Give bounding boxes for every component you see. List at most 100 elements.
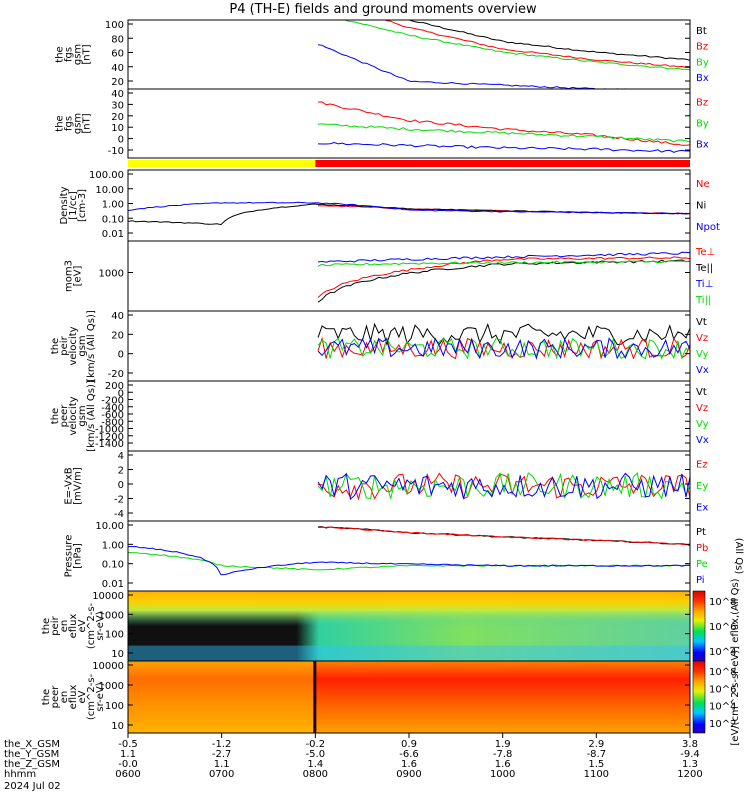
legend-Bt: Bt xyxy=(696,26,707,37)
y-tick-label: 0 xyxy=(118,350,124,361)
legend-Vy: Vy xyxy=(696,349,709,360)
y-axis-label: Pressure xyxy=(64,535,75,578)
panel-4: Te⊥ Te|| Ti⊥ Ti|| 1000 mom3[eV] xyxy=(64,240,715,312)
x-axis-value: 1.4 xyxy=(307,759,323,770)
status-bar-yellow xyxy=(128,160,316,167)
y-tick-label: 20 xyxy=(111,112,124,123)
panel-frame xyxy=(127,19,691,90)
y-axis-label: peer xyxy=(59,404,70,428)
x-axis-value: -6.6 xyxy=(399,749,419,760)
x-axis-value: 1.9 xyxy=(495,739,511,750)
y-tick-label: -1400 xyxy=(95,439,124,450)
panel-10: 10^8 10^6 10^4 10^2 10000 1000 100 10 thepeerene… xyxy=(41,660,736,734)
y-axis-label: the xyxy=(41,618,52,634)
y-axis-label: velocity xyxy=(68,396,79,435)
y-tick-label: -20 xyxy=(108,369,124,380)
legend-Ne: Ne xyxy=(696,179,710,190)
series-line-Bz xyxy=(384,20,690,68)
panel-9: 10^8 10^6 10^4 10000 1000 100 10 thepeireneflux… xyxy=(41,590,736,662)
legend-Pi: Pi xyxy=(696,575,705,586)
y-tick-label: 80 xyxy=(111,34,124,45)
y-tick-label: 0.01 xyxy=(102,579,124,590)
colorbar xyxy=(692,660,706,734)
y-tick-label: 10 xyxy=(111,721,124,732)
y-axis-label: fgs xyxy=(64,116,75,131)
y-tick-label: 40 xyxy=(111,89,124,100)
y-tick-label: 0 xyxy=(118,388,124,399)
x-axis-row-name: hhmm xyxy=(4,769,36,780)
y-axis-label: eflux xyxy=(68,614,79,639)
legend-Vy: Vy xyxy=(696,419,709,430)
y-axis-label: gsm xyxy=(77,405,88,426)
y-axis-label: sr-eV) xyxy=(95,682,106,711)
x-axis-value: 0900 xyxy=(396,769,421,780)
y-tick-label: -2 xyxy=(114,495,124,506)
y-axis-label: gsm xyxy=(73,44,84,65)
x-axis-value: 1000 xyxy=(490,769,515,780)
panel-6: Vt Vz Vy Vx 2000-200-400-600-800-1000-1200-1… xyxy=(50,380,709,452)
legend-Vt: Vt xyxy=(696,317,707,328)
legend-Bx: Bx xyxy=(696,140,709,151)
y-axis-label: (cm^2-s- xyxy=(86,602,97,649)
y-axis-label: fgs xyxy=(64,47,75,62)
panel-frame xyxy=(127,240,691,312)
legend-Bz: Bz xyxy=(696,98,708,109)
y-tick-label: 100 xyxy=(105,20,124,31)
legend-Ey: Ey xyxy=(696,481,708,492)
spectrogram-base xyxy=(128,661,690,733)
y-tick-label: 1.00 xyxy=(102,200,124,211)
panel-3: Ne Ni Npot 100.00 10.00 1.00 0.10 0.01 Density[1… xyxy=(59,169,720,242)
series-line-Te⊥ xyxy=(317,256,690,298)
y-tick-label: 20 xyxy=(111,77,124,88)
x-axis-value: 0800 xyxy=(303,769,328,780)
colorbar-tick-label: 10^4 xyxy=(709,702,736,713)
legend-note: (All Qs) xyxy=(733,538,744,575)
series-line-Vx xyxy=(317,337,690,360)
legend-Ti||: Ti|| xyxy=(695,295,711,306)
status-bar-red xyxy=(315,160,690,167)
x-axis-value: -2.7 xyxy=(212,749,232,760)
y-tick-label: 10.00 xyxy=(95,185,124,196)
y-axis-label: gsm xyxy=(73,113,84,134)
y-axis-label: [nPa] xyxy=(73,543,84,569)
y-tick-label: 100.00 xyxy=(89,170,124,181)
y-tick-label: -1200 xyxy=(95,432,124,443)
colorbar-tick-label: 10^8 xyxy=(709,597,736,608)
y-axis-label: eV xyxy=(77,619,88,632)
legend-Pb: Pb xyxy=(696,543,708,554)
x-axis-value: 1.3 xyxy=(682,759,698,770)
y-tick-label: 200 xyxy=(105,381,124,392)
x-axis-value: 0700 xyxy=(209,769,234,780)
x-axis-row-name: the_Y_GSM xyxy=(4,749,59,760)
y-tick-label: 0.10 xyxy=(102,560,124,571)
legend-Ti⊥: Ti⊥ xyxy=(695,279,713,290)
y-tick-label: 1000 xyxy=(99,681,124,692)
y-axis-label: [mV/m] xyxy=(73,467,84,505)
colorbar-tick-label: 10^8 xyxy=(709,667,736,678)
y-tick-label: 0 xyxy=(118,480,124,491)
x-axis-value: 1.6 xyxy=(495,759,511,770)
y-axis-label: the xyxy=(55,46,66,62)
series-line-Pe xyxy=(128,551,690,571)
legend-Bz: Bz xyxy=(696,42,708,53)
colorbar xyxy=(692,590,706,662)
x-axis-row-name: the_X_GSM xyxy=(4,739,60,750)
series-line-Ti|| xyxy=(317,260,690,267)
y-axis-label: Density xyxy=(59,186,70,224)
series-line-Ni xyxy=(128,203,690,226)
legend-Pe: Pe xyxy=(696,559,708,570)
y-tick-label: 1.00 xyxy=(102,540,124,551)
y-tick-label: -600 xyxy=(101,410,124,421)
x-axis-value: -0.5 xyxy=(118,739,138,750)
y-tick-label: -400 xyxy=(101,403,124,414)
legend-By: By xyxy=(696,57,709,68)
x-axis-value: -0.0 xyxy=(118,759,138,770)
y-axis-label: E=-VxB xyxy=(64,467,75,504)
series-line-Pb xyxy=(317,526,690,546)
legend-Vx: Vx xyxy=(696,435,709,446)
y-tick-label: -200 xyxy=(101,396,124,407)
y-axis-label: [nT] xyxy=(82,113,93,133)
y-tick-label: 40 xyxy=(111,63,124,74)
x-axis-value: 1100 xyxy=(584,769,609,780)
